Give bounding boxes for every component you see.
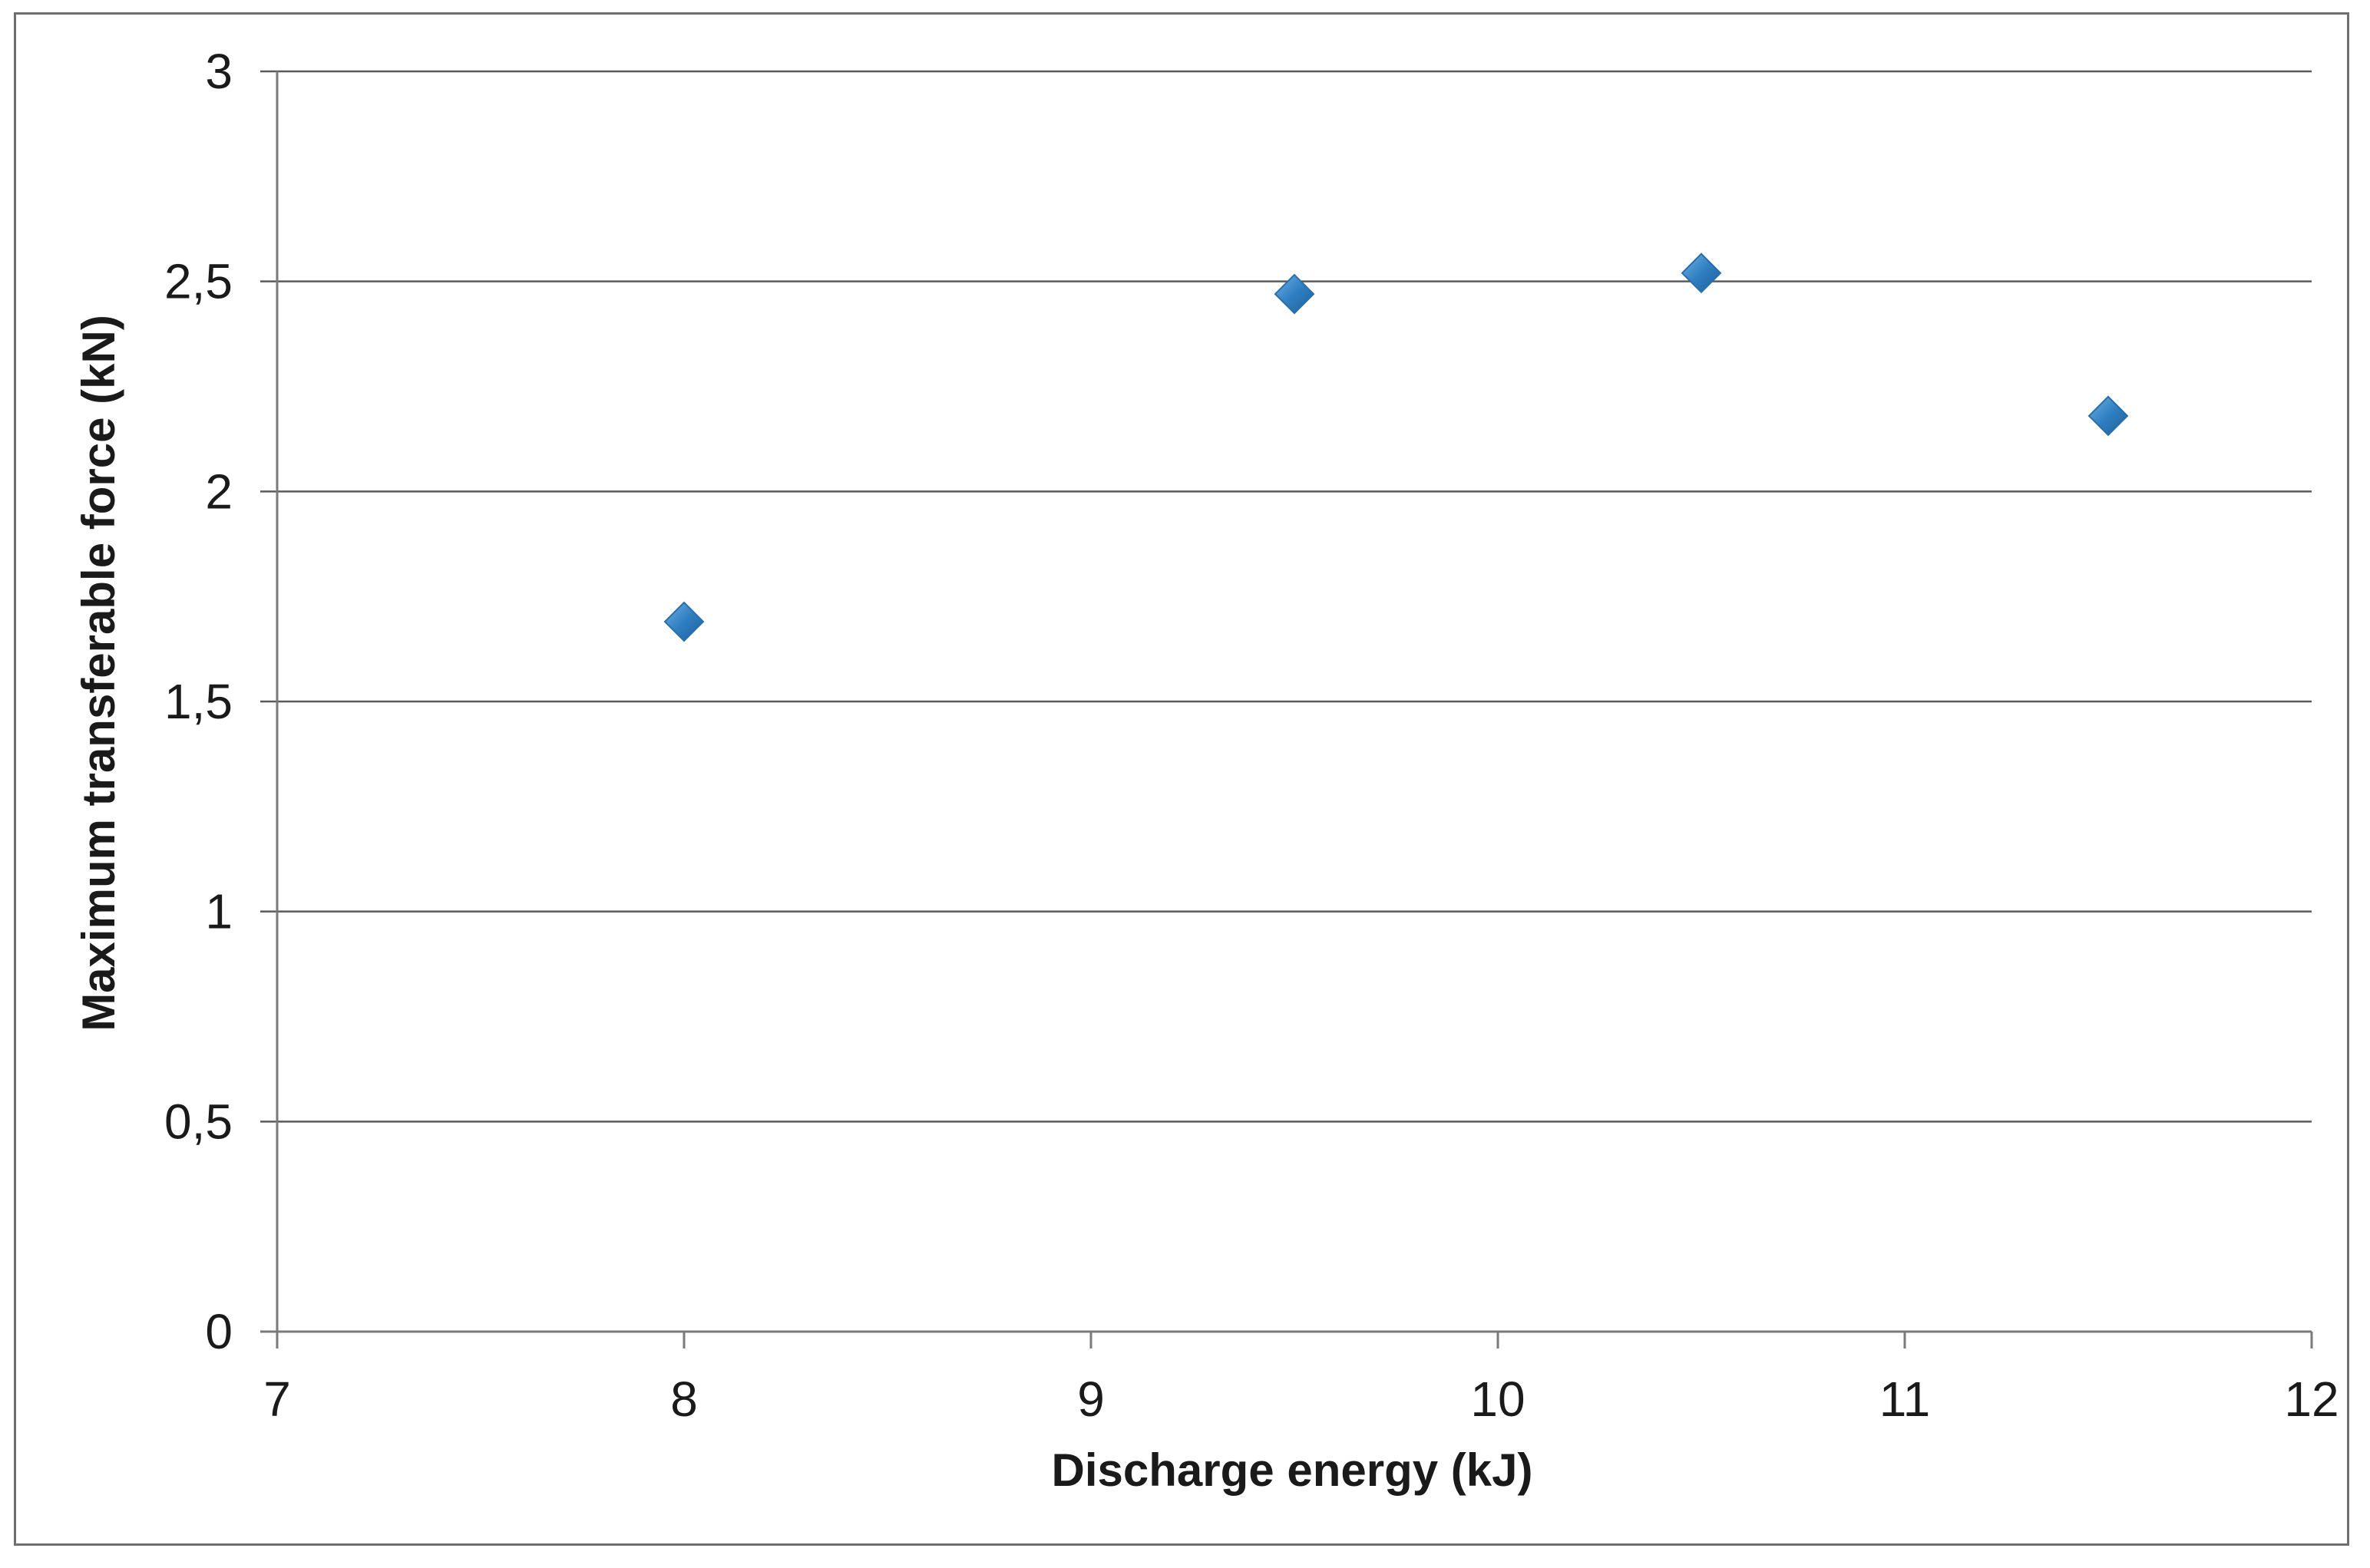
y-tick-label: 1 xyxy=(205,884,233,939)
data-point xyxy=(1681,253,1722,294)
tick-labels: 0 0,5 1 1,5 2 2,5 3 7 8 9 10 11 12 xyxy=(164,44,2339,1427)
x-tick-label: 10 xyxy=(1470,1372,1525,1427)
gridlines xyxy=(260,70,2312,1123)
data-point xyxy=(2087,395,2129,437)
scatter-chart: 0 0,5 1 1,5 2 2,5 3 7 8 9 10 11 12 Discharge energy … xyxy=(73,44,2339,1496)
y-tick-label: 2,5 xyxy=(164,254,233,309)
y-tick-label: 3 xyxy=(205,44,233,99)
y-tick-label: 0 xyxy=(205,1304,233,1359)
data-points xyxy=(663,253,2129,642)
chart-frame: 0 0,5 1 1,5 2 2,5 3 7 8 9 10 11 12 Discharge energy … xyxy=(14,12,2349,1546)
axes xyxy=(260,71,2313,1348)
x-tick-label: 8 xyxy=(670,1372,698,1427)
x-axis-title: Discharge energy (kJ) xyxy=(1052,1444,1533,1496)
y-tick-label: 2 xyxy=(205,464,233,519)
data-point xyxy=(1274,273,1315,315)
x-tick-label: 12 xyxy=(2284,1372,2339,1427)
data-point xyxy=(663,601,705,642)
y-axis-title: Maximum transferable force (kN) xyxy=(73,315,124,1032)
x-tick-label: 11 xyxy=(1879,1372,1930,1427)
x-tick-label: 9 xyxy=(1077,1372,1105,1427)
y-tick-label: 1,5 xyxy=(164,674,233,729)
x-tick-label: 7 xyxy=(263,1372,291,1427)
y-tick-label: 0,5 xyxy=(164,1094,233,1149)
